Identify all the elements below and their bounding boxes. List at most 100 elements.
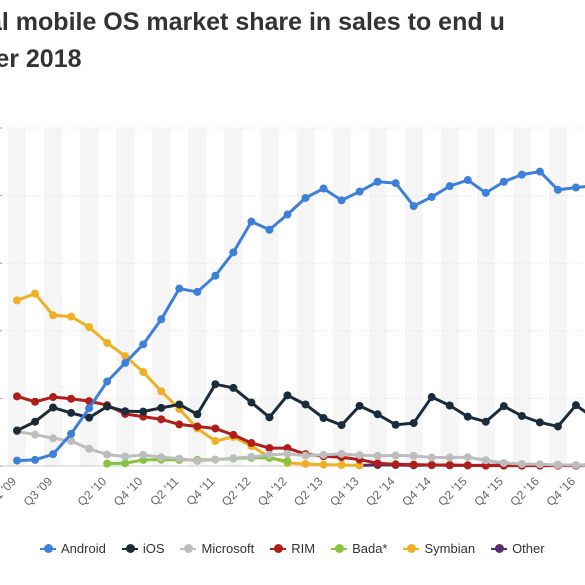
data-point[interactable] xyxy=(391,179,400,188)
data-point[interactable] xyxy=(121,352,130,361)
data-point[interactable] xyxy=(193,422,202,431)
data-point[interactable] xyxy=(463,176,472,185)
data-point[interactable] xyxy=(265,444,274,453)
data-point[interactable] xyxy=(301,400,310,409)
data-point[interactable] xyxy=(553,422,562,431)
data-point[interactable] xyxy=(535,167,544,176)
data-point[interactable] xyxy=(49,434,58,443)
data-point[interactable] xyxy=(463,461,472,470)
data-point[interactable] xyxy=(391,451,400,460)
data-point[interactable] xyxy=(211,424,220,433)
data-point[interactable] xyxy=(571,401,580,410)
data-point[interactable] xyxy=(211,380,220,389)
data-point[interactable] xyxy=(499,458,508,467)
data-point[interactable] xyxy=(535,460,544,469)
data-point[interactable] xyxy=(49,311,58,320)
data-point[interactable] xyxy=(481,417,490,426)
data-point[interactable] xyxy=(319,450,328,459)
data-point[interactable] xyxy=(229,454,238,463)
data-point[interactable] xyxy=(229,248,238,257)
data-point[interactable] xyxy=(283,457,292,466)
data-point[interactable] xyxy=(517,459,526,468)
data-point[interactable] xyxy=(13,296,22,305)
data-point[interactable] xyxy=(103,377,112,386)
data-point[interactable] xyxy=(13,426,22,435)
data-point[interactable] xyxy=(283,210,292,219)
data-point[interactable] xyxy=(355,401,364,410)
data-point[interactable] xyxy=(283,449,292,458)
legend-item[interactable]: Symbian xyxy=(403,541,475,556)
data-point[interactable] xyxy=(139,450,148,459)
data-point[interactable] xyxy=(553,460,562,469)
data-point[interactable] xyxy=(103,450,112,459)
data-point[interactable] xyxy=(265,225,274,234)
data-point[interactable] xyxy=(427,192,436,201)
data-point[interactable] xyxy=(193,287,202,296)
data-point[interactable] xyxy=(67,312,76,321)
data-point[interactable] xyxy=(283,444,292,453)
data-point[interactable] xyxy=(247,439,256,448)
data-point[interactable] xyxy=(463,453,472,462)
data-point[interactable] xyxy=(373,177,382,186)
data-point[interactable] xyxy=(139,407,148,416)
data-point[interactable] xyxy=(121,358,130,367)
data-point[interactable] xyxy=(85,404,94,413)
data-point[interactable] xyxy=(67,408,76,417)
data-point[interactable] xyxy=(517,170,526,179)
data-point[interactable] xyxy=(409,202,418,211)
data-point[interactable] xyxy=(301,193,310,202)
data-point[interactable] xyxy=(337,460,346,469)
legend-item[interactable]: Microsoft xyxy=(180,541,254,556)
data-point[interactable] xyxy=(175,454,184,463)
data-point[interactable] xyxy=(121,459,130,468)
data-point[interactable] xyxy=(427,460,436,469)
data-point[interactable] xyxy=(427,453,436,462)
data-point[interactable] xyxy=(211,271,220,280)
data-point[interactable] xyxy=(355,187,364,196)
data-point[interactable] xyxy=(445,182,454,191)
data-point[interactable] xyxy=(481,188,490,197)
data-point[interactable] xyxy=(265,450,274,459)
data-point[interactable] xyxy=(391,420,400,429)
data-point[interactable] xyxy=(355,451,364,460)
data-point[interactable] xyxy=(427,393,436,402)
data-point[interactable] xyxy=(49,393,58,402)
legend-item[interactable]: Android xyxy=(40,541,106,556)
data-point[interactable] xyxy=(211,436,220,445)
data-point[interactable] xyxy=(67,394,76,403)
data-point[interactable] xyxy=(31,455,40,464)
data-point[interactable] xyxy=(247,452,256,461)
data-point[interactable] xyxy=(445,401,454,410)
data-point[interactable] xyxy=(121,407,130,416)
data-point[interactable] xyxy=(139,368,148,377)
data-point[interactable] xyxy=(157,403,166,412)
data-point[interactable] xyxy=(157,453,166,462)
data-point[interactable] xyxy=(301,459,310,468)
data-point[interactable] xyxy=(175,400,184,409)
data-point[interactable] xyxy=(499,402,508,411)
data-point[interactable] xyxy=(319,414,328,423)
data-point[interactable] xyxy=(373,459,382,468)
data-point[interactable] xyxy=(85,323,94,332)
data-point[interactable] xyxy=(157,315,166,324)
data-point[interactable] xyxy=(337,421,346,430)
data-point[interactable] xyxy=(157,387,166,396)
data-point[interactable] xyxy=(103,338,112,347)
data-point[interactable] xyxy=(409,419,418,428)
data-point[interactable] xyxy=(193,410,202,419)
data-point[interactable] xyxy=(337,449,346,458)
data-point[interactable] xyxy=(175,284,184,293)
data-point[interactable] xyxy=(373,410,382,419)
data-point[interactable] xyxy=(157,415,166,424)
data-point[interactable] xyxy=(13,456,22,465)
data-point[interactable] xyxy=(103,402,112,411)
data-point[interactable] xyxy=(265,413,274,422)
data-point[interactable] xyxy=(211,455,220,464)
legend-item[interactable]: Bada* xyxy=(331,541,387,556)
legend-item[interactable]: RIM xyxy=(270,541,315,556)
data-point[interactable] xyxy=(49,450,58,459)
data-point[interactable] xyxy=(301,451,310,460)
data-point[interactable] xyxy=(463,412,472,421)
data-point[interactable] xyxy=(13,392,22,401)
legend-item[interactable]: Other xyxy=(491,541,545,556)
